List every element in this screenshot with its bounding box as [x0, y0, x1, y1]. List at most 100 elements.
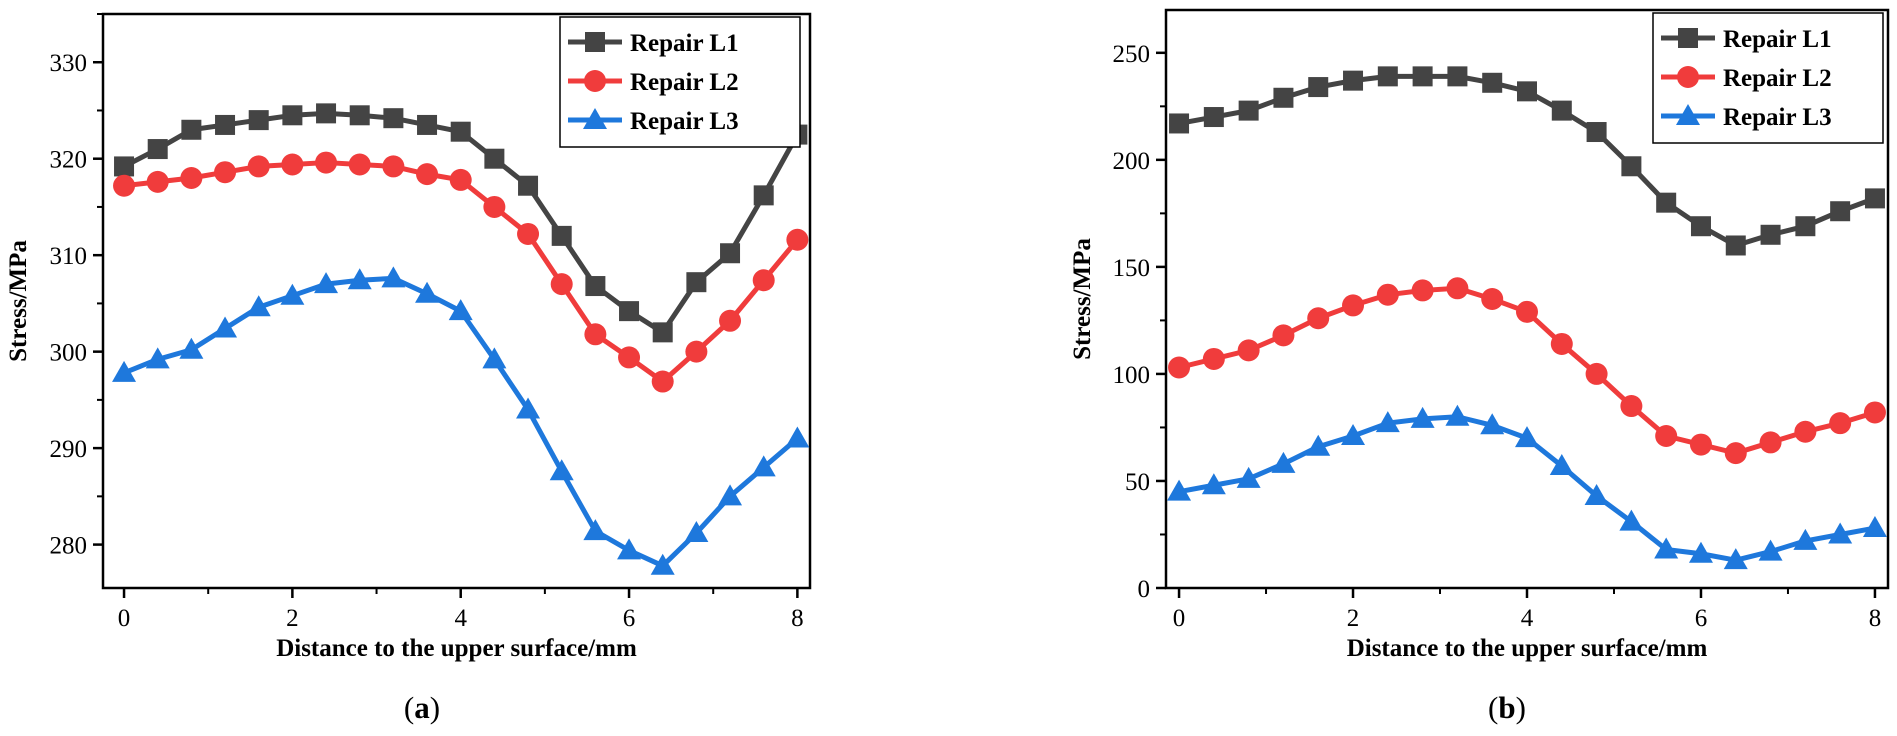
data-point: [1656, 192, 1677, 213]
data-point: [549, 459, 574, 481]
data-point: [179, 337, 204, 359]
x-tick-label: 8: [1869, 605, 1882, 632]
y-axis-title: Stress/MPa: [5, 240, 32, 362]
legend-marker: [583, 108, 607, 129]
data-point: [1863, 401, 1886, 424]
data-point: [1237, 339, 1260, 362]
data-point: [1167, 479, 1192, 501]
data-point: [1517, 81, 1537, 102]
data-point: [1376, 283, 1399, 306]
data-point: [1654, 537, 1679, 559]
data-point: [786, 228, 809, 251]
data-point: [1169, 113, 1190, 134]
y-tick-label: 310: [50, 243, 88, 270]
data-point: [585, 276, 606, 297]
data-point: [180, 167, 203, 189]
data-point: [280, 283, 305, 305]
y-tick-label: 280: [50, 533, 88, 560]
y-tick-label: 300: [50, 340, 88, 367]
panel-label: (a): [404, 690, 440, 725]
data-point: [751, 455, 776, 477]
series-repair-l3: [112, 266, 810, 575]
data-point: [551, 225, 572, 246]
data-point: [1377, 66, 1398, 87]
legend-entry: Repair L3: [630, 108, 739, 135]
data-point: [349, 105, 370, 126]
data-point: [1550, 332, 1573, 355]
data-point: [584, 323, 607, 346]
data-point: [517, 222, 540, 245]
legend-marker: [585, 32, 605, 52]
data-point: [482, 347, 507, 369]
x-tick-label: 4: [454, 605, 467, 632]
data-point: [1236, 466, 1261, 488]
x-tick-label: 6: [623, 605, 636, 632]
data-point: [181, 119, 202, 140]
x-tick-label: 4: [1521, 605, 1534, 632]
data-point: [145, 347, 170, 369]
series-repair-l2: [1168, 277, 1886, 465]
series-repair-l3: [1167, 404, 1887, 570]
data-point: [1410, 406, 1435, 428]
data-point: [1411, 279, 1434, 302]
data-point: [483, 195, 506, 218]
data-point: [1306, 434, 1331, 456]
data-point: [1795, 216, 1816, 237]
data-point: [785, 426, 810, 448]
data-point: [1793, 528, 1818, 550]
data-point: [214, 161, 237, 184]
data-point: [114, 156, 135, 177]
chart-panel-a: 0 2 4 6 8 280 290 300 310 320 330 Distance to the u…: [5, 12, 812, 725]
data-point: [1515, 426, 1539, 448]
data-point: [1758, 539, 1783, 561]
data-point: [1864, 188, 1885, 209]
plot-frame: [101, 12, 812, 590]
data-point: [1794, 420, 1817, 443]
data-point: [1828, 522, 1853, 544]
data-point: [416, 163, 439, 186]
data-point: [1201, 473, 1226, 495]
data-point: [450, 121, 471, 142]
data-point: [1620, 395, 1643, 418]
legend: Repair L1 Repair L2 Repair L3: [559, 16, 801, 148]
data-point: [518, 175, 539, 196]
y-tick-label: 250: [1113, 41, 1151, 68]
data-point: [281, 153, 304, 176]
data-point: [449, 168, 472, 191]
data-point: [1586, 122, 1607, 143]
data-point: [1862, 516, 1887, 538]
data-point: [619, 301, 640, 322]
data-point: [314, 272, 339, 294]
data-point: [448, 299, 473, 321]
data-point: [282, 105, 303, 126]
data-point: [417, 114, 438, 135]
data-point: [1655, 425, 1678, 448]
data-point: [1829, 412, 1852, 435]
data-point: [1551, 100, 1572, 121]
data-point: [1759, 431, 1782, 454]
data-point: [1724, 442, 1747, 465]
data-point: [1585, 362, 1608, 385]
data-point: [381, 266, 406, 288]
data-point: [1168, 356, 1191, 379]
x-axis-title: Distance to the upper surface/mm: [276, 635, 637, 662]
data-point: [1307, 307, 1330, 330]
data-point: [484, 148, 505, 169]
data-point: [383, 108, 404, 129]
x-axis-title: Distance to the upper surface/mm: [1347, 635, 1708, 662]
data-point: [720, 243, 741, 264]
data-point: [618, 346, 641, 369]
data-point: [1549, 453, 1574, 475]
x-tick-label: 0: [1173, 605, 1186, 632]
chart-panel-b: 0 2 4 6 8 0 50 100 150 200 250 Distance to the uppe…: [1069, 8, 1890, 725]
data-point: [1516, 300, 1538, 323]
data-point: [213, 316, 238, 338]
data-point: [1480, 413, 1505, 435]
data-point: [1272, 324, 1295, 347]
x-tick-label: 2: [1347, 605, 1360, 632]
data-point: [1341, 424, 1366, 446]
y-tick-label: 320: [50, 147, 88, 174]
y-tick-label: 0: [1138, 576, 1151, 603]
data-point: [1273, 87, 1294, 108]
data-point: [113, 174, 136, 197]
